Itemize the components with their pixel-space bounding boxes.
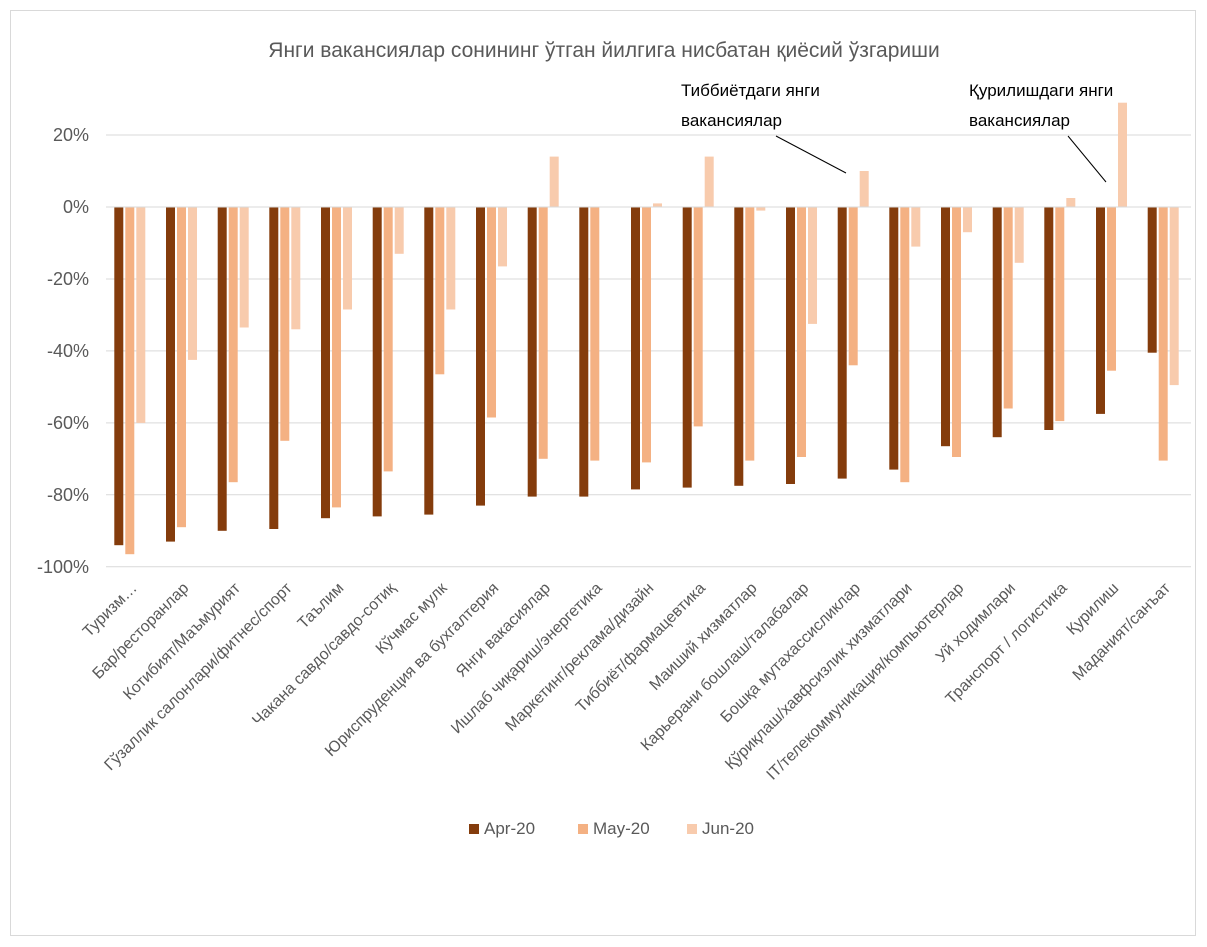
legend-swatch — [687, 824, 697, 834]
bar-apr-20 — [1147, 207, 1157, 353]
bar-apr-20 — [631, 207, 640, 490]
y-axis-ticks: 20% 0% -20% -40% -60% -80% -100% — [37, 125, 89, 577]
bar-apr-20 — [1096, 207, 1105, 414]
annotations: Тиббиётдаги янги вакансиялар Қурилишдаги я… — [681, 81, 1113, 183]
bar-jun-20 — [188, 207, 197, 360]
bar-apr-20 — [579, 207, 589, 497]
bar-jun-20 — [859, 171, 869, 207]
bar-may-20 — [177, 207, 186, 528]
bar-may-20 — [1107, 207, 1116, 371]
y-tick-label: -60% — [47, 413, 89, 433]
bar-may-20 — [280, 207, 290, 441]
bar-apr-20 — [941, 207, 950, 447]
bar-apr-20 — [217, 207, 227, 531]
x-axis-ticks: Туризм…Бар/ресторанларКотибият/Маъмурият… — [80, 579, 1175, 783]
legend-swatch — [469, 824, 479, 834]
bar-apr-20 — [424, 207, 434, 515]
bar-jun-20 — [756, 207, 766, 211]
bar-may-20 — [693, 207, 703, 427]
bar-jun-20 — [394, 207, 404, 254]
legend-label: May-20 — [593, 819, 650, 838]
annotation-leader-line — [1067, 135, 1107, 183]
bar-apr-20 — [837, 207, 847, 479]
chart-frame: Янги вакансиялар сонининг ўтган йилгига … — [10, 10, 1196, 936]
bar-jun-20 — [239, 207, 249, 328]
bar-jun-20 — [963, 207, 972, 233]
x-tick-label: Бар/ресторанлар — [90, 580, 193, 683]
bar-jun-20 — [343, 207, 352, 310]
annotation-text: вакансиялар — [681, 111, 782, 130]
bar-may-20 — [125, 207, 135, 555]
x-tick-label: IT/телекоммуникация/компьютерлар — [764, 580, 968, 784]
bar-may-20 — [797, 207, 806, 457]
bar-apr-20 — [734, 207, 744, 486]
y-tick-label: 0% — [63, 197, 89, 217]
annotation-text: Қурилишдаги янги — [969, 81, 1113, 100]
bar-jun-20 — [1014, 207, 1024, 263]
y-tick-label: -40% — [47, 341, 89, 361]
x-tick-label: Янги вакасиялар — [453, 580, 554, 681]
bar-apr-20 — [992, 207, 1002, 438]
bar-jun-20 — [446, 207, 456, 310]
bar-apr-20 — [682, 207, 692, 488]
annotation-text: вакансиялар — [969, 111, 1070, 130]
annotation-text: Тиббиётдаги янги — [681, 81, 820, 100]
bar-apr-20 — [476, 207, 485, 506]
bar-may-20 — [487, 207, 496, 418]
bar-may-20 — [332, 207, 341, 508]
x-tick-label: Гўзаллик салонлари/фитнес/спорт — [101, 579, 296, 774]
bar-may-20 — [952, 207, 961, 457]
bar-may-20 — [1055, 207, 1065, 422]
y-tick-label: -100% — [37, 557, 89, 577]
x-tick-label: Қўриқлаш/хавфсизлик хизматлари — [722, 580, 915, 773]
bar-jun-20 — [498, 207, 507, 267]
bar-apr-20 — [372, 207, 382, 517]
bar-may-20 — [228, 207, 238, 483]
bar-may-20 — [538, 207, 548, 459]
chart-svg: Янги вакансиялар сонининг ўтган йилгига … — [37, 39, 1191, 838]
bar-jun-20 — [1118, 102, 1127, 207]
x-tick-label: Таълим — [295, 580, 347, 632]
bars — [114, 102, 1179, 555]
legend: Apr-20 May-20 Jun-20 — [469, 819, 754, 838]
legend-label: Apr-20 — [484, 819, 535, 838]
bar-jun-20 — [1066, 198, 1076, 207]
legend-swatch — [578, 824, 588, 834]
y-tick-label: -20% — [47, 269, 89, 289]
legend-label: Jun-20 — [702, 819, 754, 838]
bar-jun-20 — [808, 207, 817, 324]
bar-may-20 — [745, 207, 755, 461]
bar-jun-20 — [549, 156, 559, 207]
bar-may-20 — [1158, 207, 1168, 461]
annotation-leader-line — [775, 135, 847, 174]
bar-apr-20 — [527, 207, 537, 497]
y-tick-label: -80% — [47, 485, 89, 505]
bar-may-20 — [900, 207, 910, 483]
bar-may-20 — [590, 207, 600, 461]
bar-apr-20 — [1044, 207, 1054, 430]
chart-title: Янги вакансиялар сонининг ўтган йилгига … — [268, 39, 939, 62]
bar-jun-20 — [704, 156, 714, 207]
bar-may-20 — [383, 207, 393, 472]
bar-jun-20 — [291, 207, 301, 330]
bar-jun-20 — [653, 203, 662, 207]
bar-may-20 — [435, 207, 445, 375]
y-tick-label: 20% — [53, 125, 89, 145]
bar-apr-20 — [889, 207, 899, 470]
bar-jun-20 — [136, 207, 146, 423]
bar-may-20 — [848, 207, 858, 366]
bar-apr-20 — [114, 207, 124, 546]
x-tick-label: Маданият/санъат — [1070, 579, 1175, 684]
bar-apr-20 — [786, 207, 795, 484]
bar-apr-20 — [269, 207, 279, 529]
bar-apr-20 — [321, 207, 330, 519]
bar-jun-20 — [1169, 207, 1179, 386]
bar-apr-20 — [166, 207, 175, 542]
bar-jun-20 — [911, 207, 921, 247]
bar-may-20 — [642, 207, 651, 463]
bar-may-20 — [1003, 207, 1013, 409]
